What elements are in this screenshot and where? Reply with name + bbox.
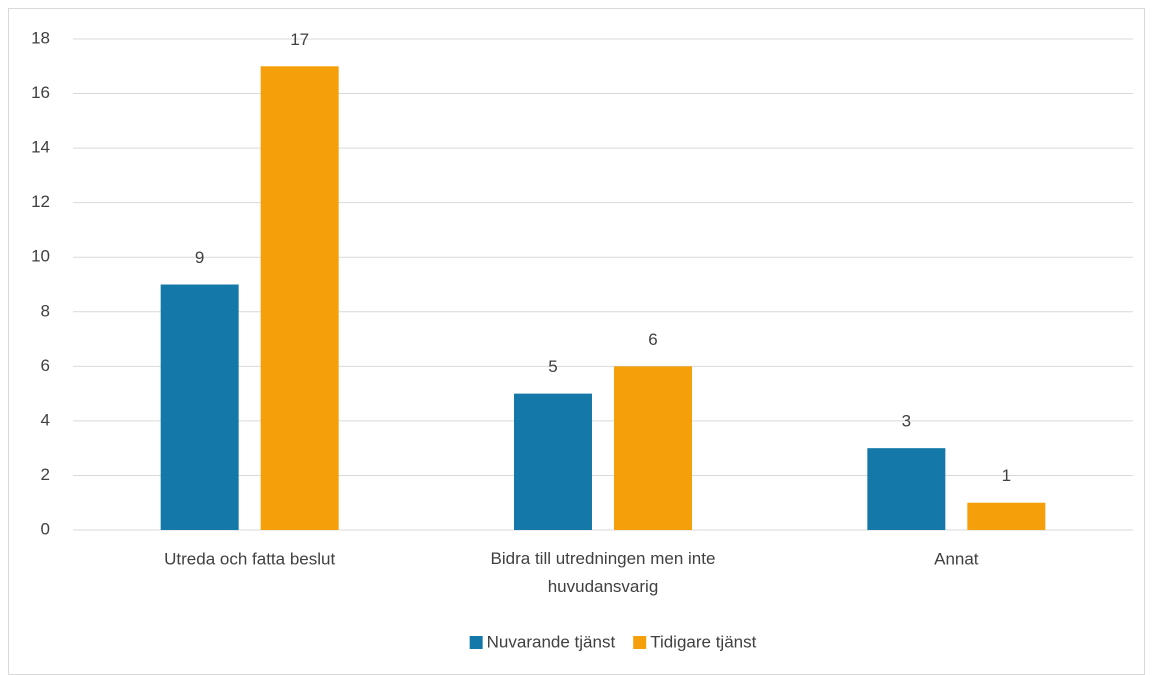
bar [260,66,339,531]
bar [614,366,692,530]
y-tick-label: 14 [31,138,50,157]
data-label: 3 [902,412,911,431]
y-tick-label: 16 [31,83,50,102]
y-tick-label: 0 [41,519,50,538]
legend-swatch [469,636,483,649]
bar [514,393,592,530]
legend: Nuvarande tjänst Tidigare tjänst [469,632,757,651]
x-tick-label: Utreda och fatta beslut [164,549,335,568]
y-tick-label: 4 [41,410,50,429]
legend-label: Nuvarande tjänst [487,632,616,651]
data-label: 17 [290,30,309,49]
bar [160,284,239,530]
y-tick-label: 2 [41,465,50,484]
y-tick-label: 10 [31,247,50,266]
legend-swatch [633,636,647,649]
x-tick-label: Annat [934,549,979,568]
data-label: 9 [195,248,204,267]
y-tick-label: 12 [31,192,50,211]
data-label: 5 [548,357,557,376]
data-label: 1 [1002,466,1011,485]
y-tick-label: 18 [31,28,50,47]
y-tick-label: 8 [41,301,50,320]
y-tick-label: 6 [41,356,50,375]
legend-label: Tidigare tjänst [650,632,756,651]
bar [967,502,1046,530]
bar [867,448,946,530]
x-tick-label: Bidra till utredningen men inte huvudansv… [491,549,716,596]
data-label: 6 [648,330,657,349]
